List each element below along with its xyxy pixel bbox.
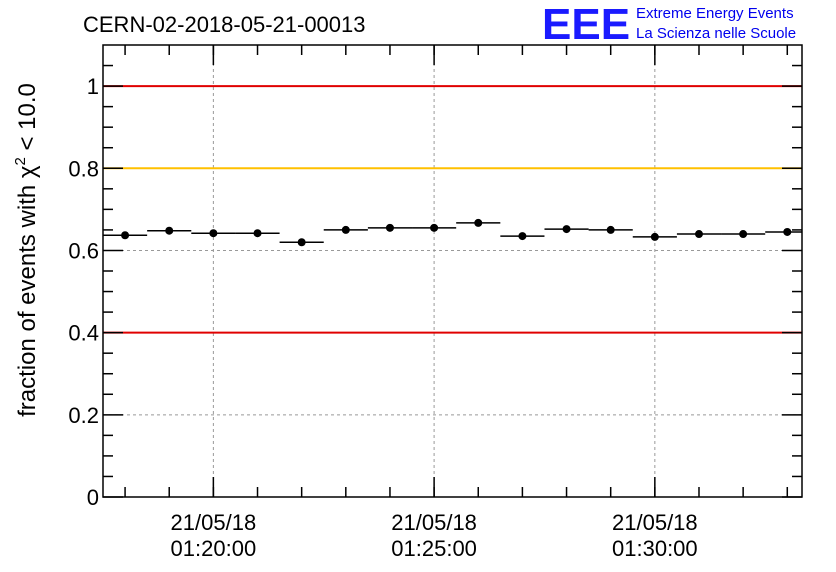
data-point — [562, 225, 571, 234]
data-point-group — [367, 223, 413, 232]
data-point-group — [632, 232, 677, 241]
x-tick-time-label: 01:20:00 — [171, 536, 257, 561]
data-point-group — [588, 225, 633, 234]
x-tick-date-label: 21/05/18 — [391, 510, 477, 535]
chart-title: CERN-02-2018-05-21-00013 — [83, 12, 366, 37]
x-tick-date-label: 21/05/18 — [171, 510, 257, 535]
data-point-group — [191, 229, 236, 238]
plot-frame — [102, 44, 803, 498]
data-point — [253, 229, 262, 238]
y-axis-label-chi: χ — [14, 165, 41, 178]
data-point — [783, 227, 792, 236]
x-tick-time-label: 01:25:00 — [391, 536, 477, 561]
y-tick-label: 0.8 — [68, 156, 99, 181]
eee-logo-line1: Extreme Energy Events — [636, 5, 794, 22]
data-point-group — [147, 226, 192, 235]
data-point — [694, 230, 703, 239]
data-points — [103, 218, 802, 247]
data-point — [739, 230, 748, 239]
y-axis-label-superscript: 2 — [12, 157, 29, 165]
data-point — [650, 232, 659, 241]
axis-ticks — [103, 45, 802, 498]
y-tick-label: 0.2 — [68, 403, 99, 428]
data-point-group — [676, 230, 722, 239]
grid-lines — [103, 45, 802, 497]
data-point — [385, 223, 394, 232]
eee-logo: EEE Extreme Energy Events La Scienza nel… — [542, 0, 796, 49]
data-point-group — [103, 231, 148, 240]
data-point-group — [500, 232, 545, 241]
data-point — [430, 223, 439, 232]
data-point — [165, 226, 174, 235]
x-tick-date-label: 21/05/18 — [612, 510, 698, 535]
data-point-group — [412, 223, 457, 232]
x-tick-labels: 21/05/1801:20:0021/05/1801:25:0021/05/18… — [171, 510, 698, 561]
x-tick-time-label: 01:30:00 — [612, 536, 698, 561]
y-tick-label: 0.6 — [68, 238, 99, 263]
data-point-group — [765, 227, 802, 236]
data-point-group — [721, 230, 766, 239]
y-axis-label: fraction of events with χ2 < 10.0 — [12, 83, 41, 417]
data-point-group — [279, 238, 324, 247]
y-tick-label: 0.4 — [68, 321, 99, 346]
data-point — [209, 229, 218, 238]
data-point-group — [544, 225, 589, 234]
y-axis-label-prefix: fraction of events with — [14, 178, 41, 417]
y-axis-label-suffix: < 10.0 — [14, 83, 41, 157]
y-tick-label: 0 — [87, 485, 99, 510]
data-point-group — [235, 229, 280, 238]
data-point — [518, 232, 527, 241]
data-point — [474, 218, 483, 227]
data-point — [121, 231, 130, 240]
data-point-group — [456, 218, 501, 227]
y-tick-label: 1 — [87, 74, 99, 99]
data-point — [606, 225, 615, 234]
data-point-group — [323, 225, 368, 234]
data-point — [341, 225, 350, 234]
eee-logo-line2: La Scienza nelle Scuole — [636, 25, 796, 42]
data-point — [297, 238, 306, 247]
y-tick-labels: 0 0.2 0.4 0.6 0.8 1 — [68, 74, 99, 510]
eee-logo-text: EEE — [542, 0, 630, 49]
reference-lines — [103, 85, 802, 334]
